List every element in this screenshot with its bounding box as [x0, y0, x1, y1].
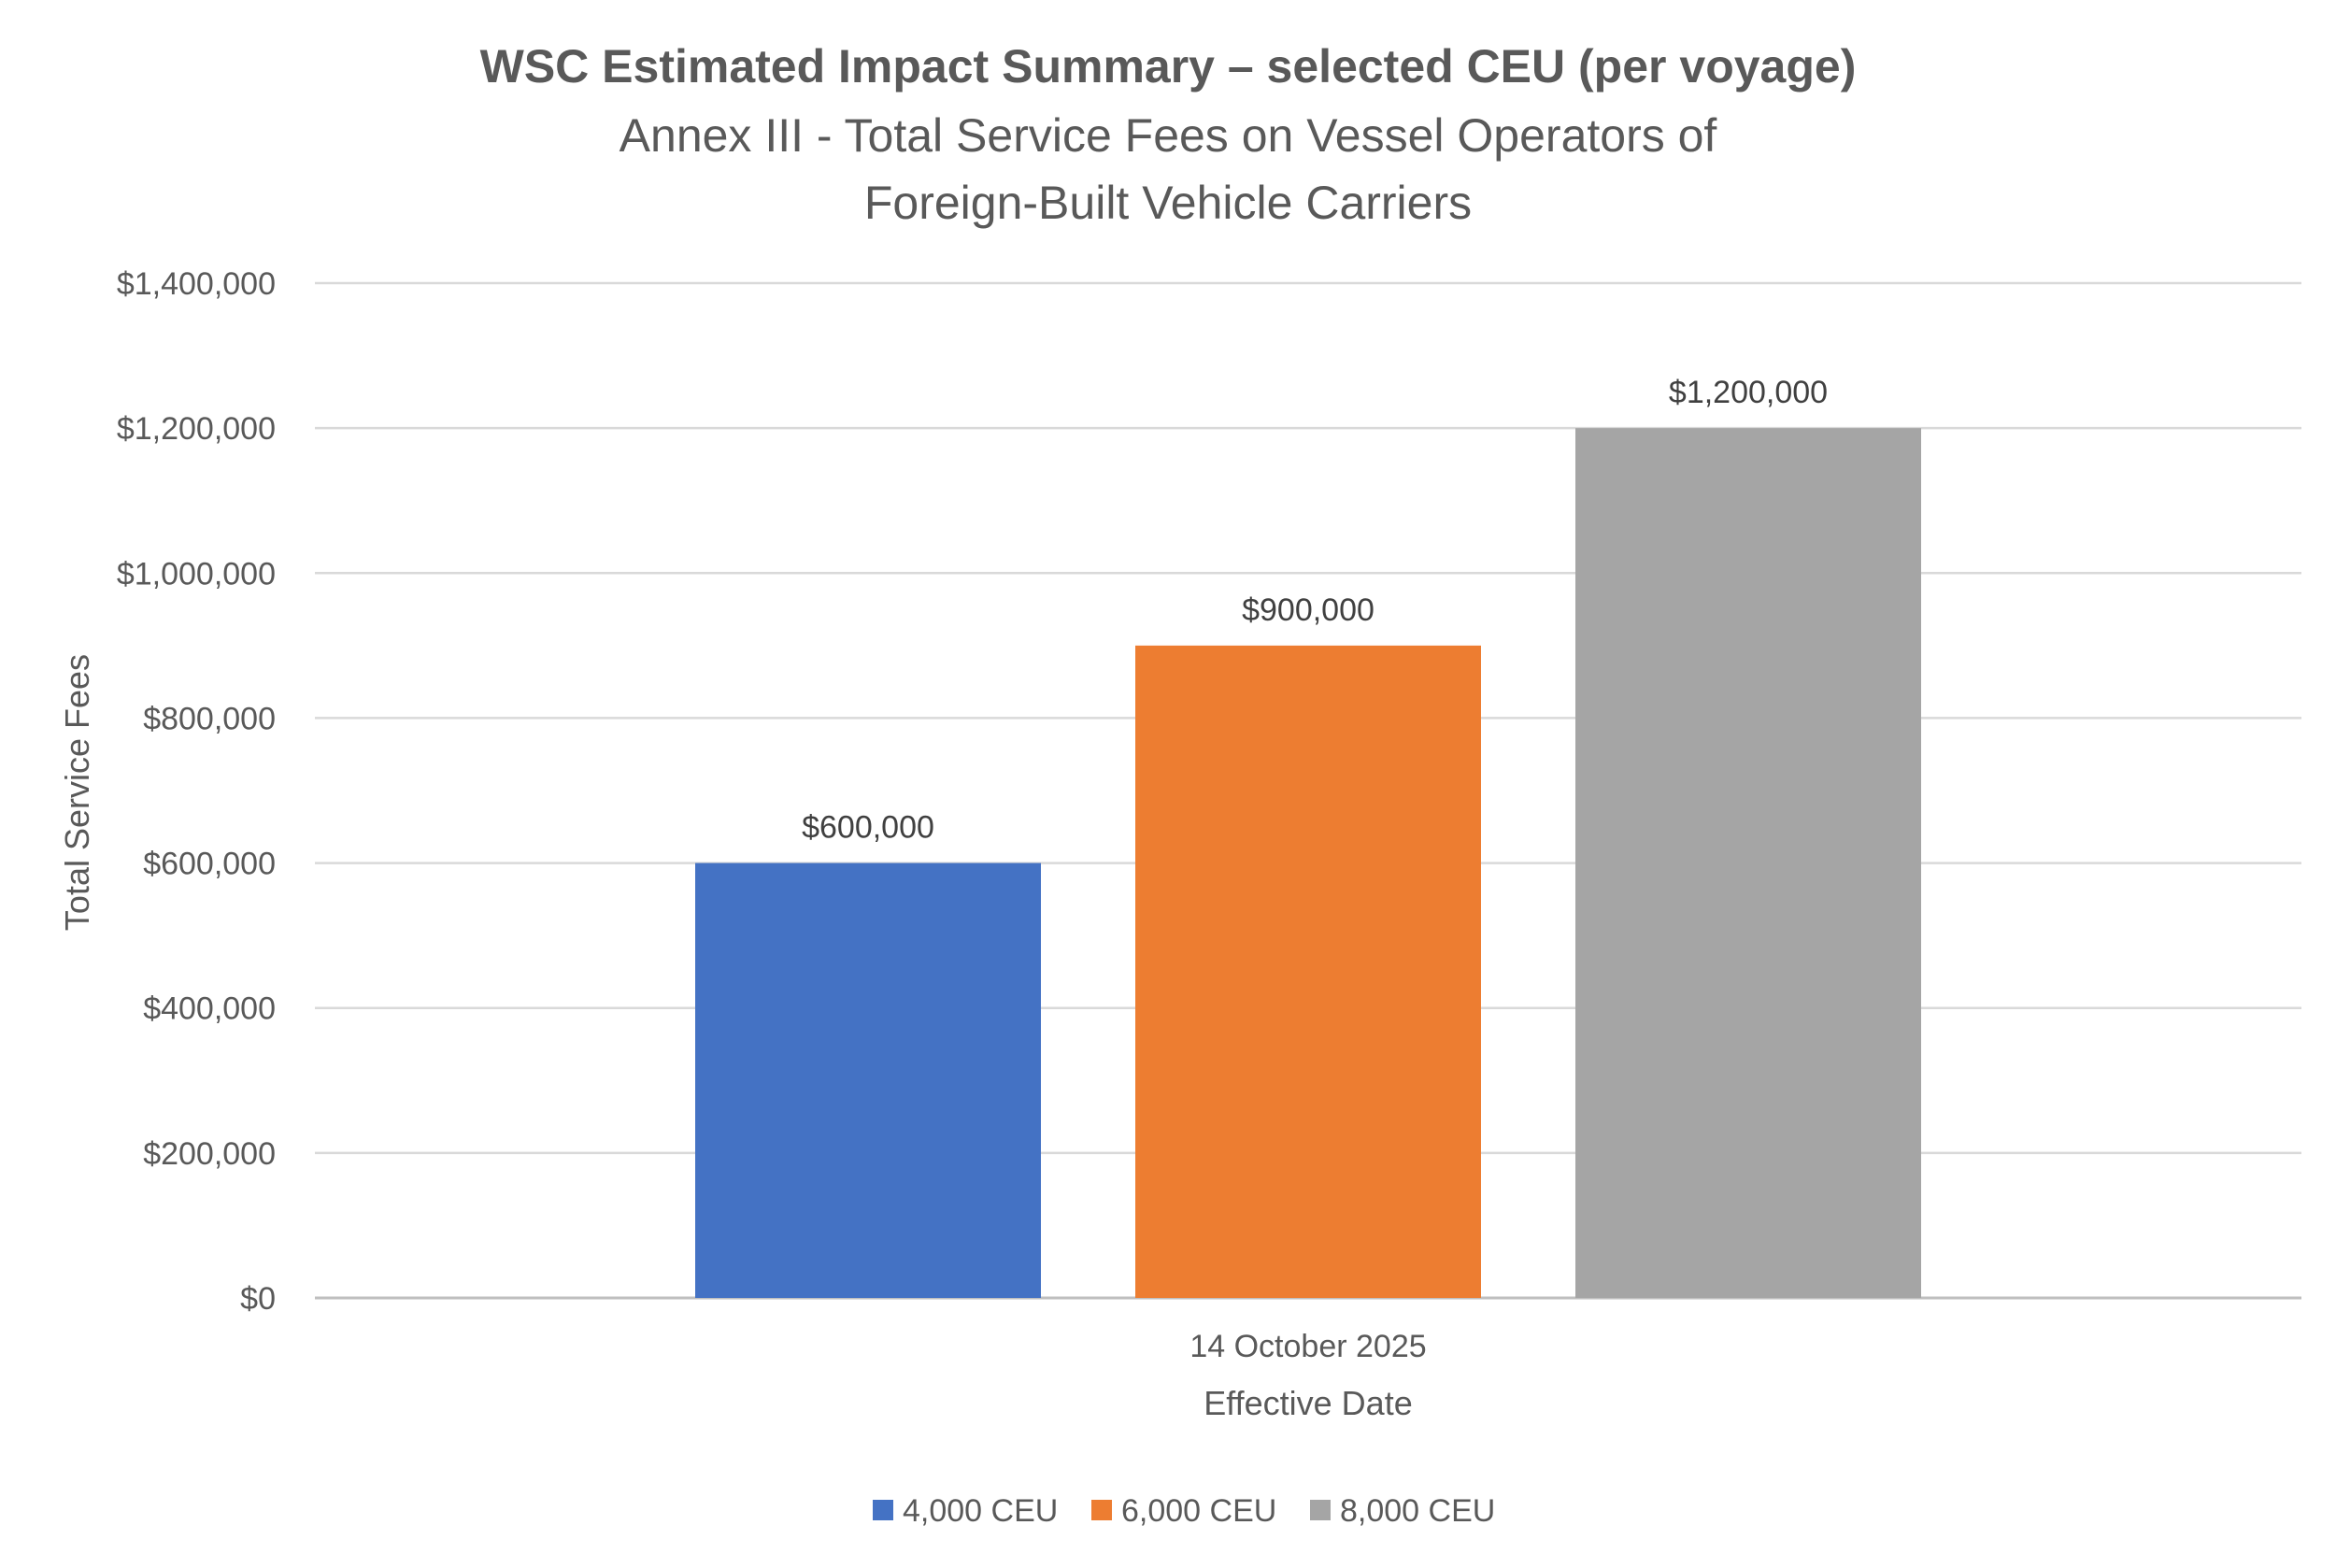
y-tick-label: $0 [240, 1281, 276, 1317]
y-tick-label: $600,000 [143, 847, 276, 882]
data-label: $600,000 [802, 810, 934, 846]
bar-6-000-ceu [1135, 645, 1481, 1298]
legend-swatch [1091, 1500, 1112, 1520]
y-tick-label: $800,000 [143, 701, 276, 736]
bar-4-000-ceu [695, 862, 1041, 1298]
legend-label: 4,000 CEU [903, 1493, 1058, 1529]
y-tick-label: $1,400,000 [117, 266, 276, 302]
chart-subtitle-line-2: Foreign-Built Vehicle Carriers [864, 177, 1472, 229]
x-tick-label: 14 October 2025 [1189, 1329, 1426, 1364]
bar-8-000-ceu [1575, 428, 1921, 1299]
data-label: $1,200,000 [1669, 375, 1828, 410]
y-tick-label: $1,000,000 [117, 556, 276, 592]
data-labels: $600,000 $900,000 $1,200,000 [802, 375, 1828, 845]
y-tick-label: $1,200,000 [117, 411, 276, 447]
y-tick-label: $400,000 [143, 991, 276, 1027]
legend-swatch [1310, 1500, 1331, 1520]
legend: 4,000 CEU 6,000 CEU 8,000 CEU [873, 1493, 1495, 1529]
y-tick-label: $200,000 [143, 1136, 276, 1172]
legend-label: 6,000 CEU [1121, 1493, 1276, 1529]
chart-title: WSC Estimated Impact Summary – selected … [480, 40, 1857, 93]
x-axis-ticks: 14 October 2025 [1189, 1329, 1426, 1364]
data-label: $900,000 [1242, 592, 1375, 628]
x-axis-title: Effective Date [1204, 1384, 1412, 1422]
legend-swatch [873, 1500, 893, 1520]
y-axis-title: Total Service Fees [58, 654, 96, 931]
y-axis-ticks: $0 $200,000 $400,000 $600,000 $800,000 $1,000… [117, 266, 276, 1317]
chart-subtitle-line-1: Annex III - Total Service Fees on Vessel… [620, 109, 1717, 162]
legend-label: 8,000 CEU [1340, 1493, 1495, 1529]
bars [695, 428, 1921, 1299]
